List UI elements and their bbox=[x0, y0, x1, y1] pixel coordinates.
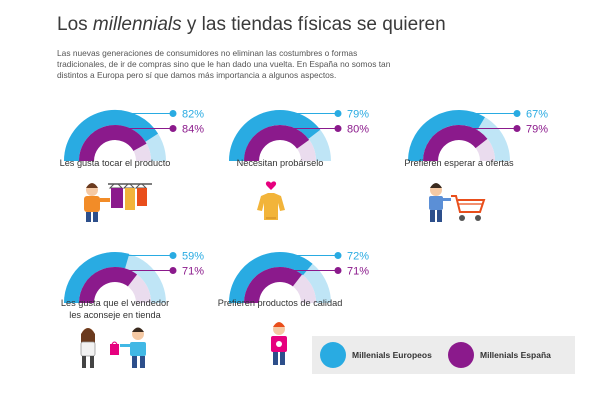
europe-dot-1 bbox=[334, 110, 342, 117]
spain-value-label-1: 80% bbox=[347, 124, 369, 136]
europe-value-label-0: 82% bbox=[182, 109, 204, 121]
intro-text: Las nuevas generaciones de consumidores … bbox=[57, 48, 391, 80]
europe-dot-4 bbox=[334, 252, 342, 259]
europe-dot-3 bbox=[169, 252, 177, 259]
shopping-cart-icon bbox=[429, 183, 486, 222]
legend: Millenials Europeos Millenials España bbox=[312, 336, 575, 374]
spain-arc-4 bbox=[244, 267, 303, 304]
europe-arc-0 bbox=[64, 110, 159, 162]
spain-value-label-2: 79% bbox=[526, 124, 548, 136]
europe-arc-2 bbox=[408, 110, 485, 162]
legend-spain-swatch bbox=[448, 342, 474, 368]
europe-arc-3 bbox=[64, 252, 130, 304]
europe-dot-0 bbox=[169, 110, 177, 117]
page-title: Los millennials y las tiendas físicas se… bbox=[57, 14, 446, 35]
spain-dot-4 bbox=[334, 267, 342, 274]
spain-dot-2 bbox=[513, 125, 521, 132]
europe-arc-4 bbox=[229, 252, 313, 304]
category-label-4-0: Prefieren productos de calidad bbox=[218, 298, 343, 308]
spain-value-label-4: 71% bbox=[347, 266, 369, 278]
legend-europe-swatch bbox=[320, 342, 346, 368]
category-label-3-0: Les gusta que el vendedor bbox=[61, 298, 169, 308]
europe-value-label-3: 59% bbox=[182, 251, 204, 263]
spain-dot-3 bbox=[169, 267, 177, 274]
category-label-0-0: Les gusta tocar el producto bbox=[60, 158, 171, 168]
europe-value-label-2: 67% bbox=[526, 109, 548, 121]
shopper-browsing-clothes-icon bbox=[84, 183, 152, 222]
category-label-3-1: les aconseje en tienda bbox=[69, 310, 161, 320]
category-label-2-0: Prefieren esperar a ofertas bbox=[404, 158, 514, 168]
europe-value-label-1: 79% bbox=[347, 109, 369, 121]
spain-arc-3 bbox=[79, 267, 138, 304]
shop-assistant-customer-icon bbox=[80, 327, 146, 368]
europe-value-label-4: 72% bbox=[347, 251, 369, 263]
spain-dot-0 bbox=[169, 125, 177, 132]
sweater-heart-icon bbox=[257, 181, 285, 220]
spain-value-label-3: 71% bbox=[182, 266, 204, 278]
category-label-1-0: Necesitan probárselo bbox=[237, 158, 324, 168]
spain-arc-0 bbox=[79, 125, 147, 162]
spain-value-label-0: 84% bbox=[182, 124, 204, 136]
spain-arc-1 bbox=[244, 125, 310, 162]
quality-shopper-icon bbox=[271, 322, 287, 365]
spain-dot-1 bbox=[334, 125, 342, 132]
legend-europe-label: Millenials Europeos bbox=[352, 350, 432, 360]
europe-arc-1 bbox=[229, 110, 321, 162]
spain-arc-2 bbox=[423, 125, 488, 162]
europe-dot-2 bbox=[513, 110, 521, 117]
legend-spain-label: Millenials España bbox=[480, 350, 551, 360]
